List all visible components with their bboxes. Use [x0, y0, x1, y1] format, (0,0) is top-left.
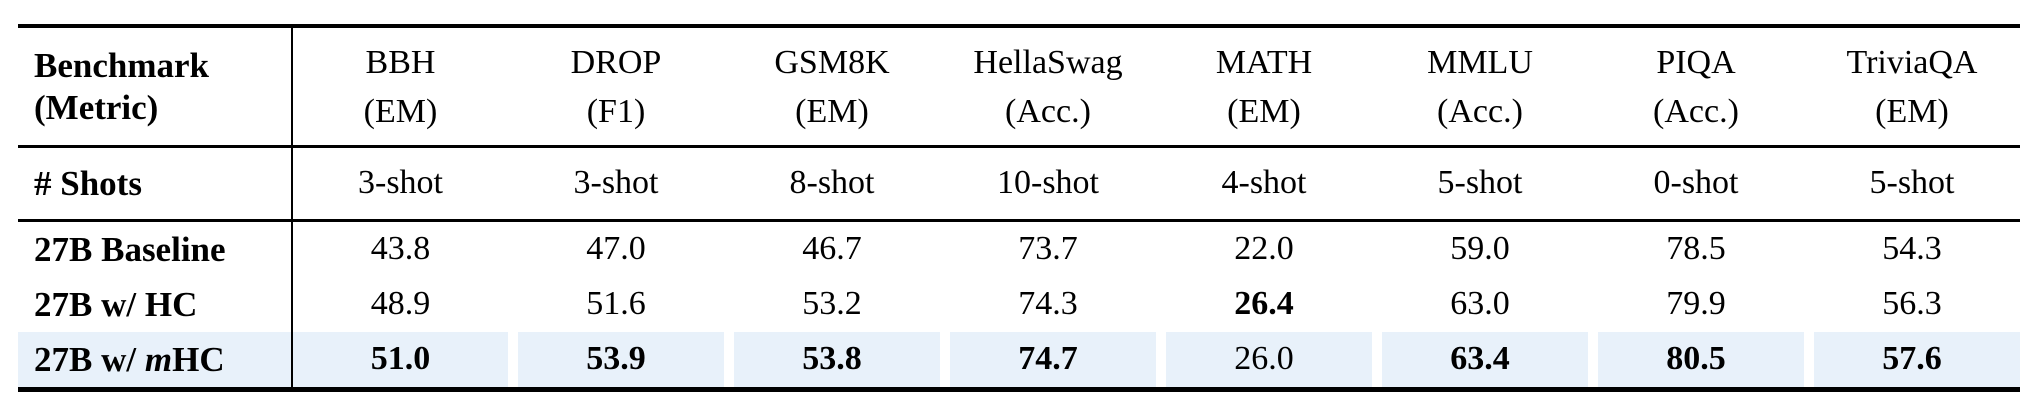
metric-value: 43.8	[370, 230, 431, 268]
benchmark-metric: (EM)	[1227, 92, 1301, 130]
row-27b-baseline: 27B Baseline 43.8 47.0 46.7 73.7 22.0 59…	[18, 220, 2020, 277]
col-header-drop: DROP (F1)	[508, 26, 724, 147]
col-header-mmlu: MMLU (Acc.)	[1372, 26, 1588, 147]
shots-value: 10-shot	[997, 164, 1099, 202]
shots-value: 5-shot	[1869, 164, 1955, 202]
benchmark-name: DROP	[570, 43, 662, 81]
row-27b-hc: 27B w/ HC 48.9 51.6 53.2 74.3 26.4 63.0 …	[18, 277, 2020, 332]
benchmark-metric: (EM)	[363, 92, 438, 130]
benchmark-name: TriviaQA	[1846, 43, 1978, 81]
model-label-text: 27B Baseline	[34, 229, 226, 269]
metric-value: 80.5	[1588, 332, 1804, 390]
benchmark-name: MATH	[1215, 43, 1313, 81]
shots-row: # Shots 3-shot 3-shot 8-shot 10-shot 4-s…	[18, 146, 2020, 221]
col-header-piqa: PIQA (Acc.)	[1588, 26, 1804, 147]
model-label: 27B w/ mHC	[18, 332, 293, 390]
benchmark-metric-header: Benchmark (Metric)	[18, 26, 293, 147]
metric-value: 74.7	[940, 332, 1156, 390]
metric-value: 59.0	[1450, 230, 1510, 268]
metric-value: 79.9	[1666, 285, 1726, 323]
col-header-triviaqa: TriviaQA (EM)	[1804, 26, 2020, 147]
benchmark-metric: (F1)	[586, 92, 646, 130]
metric-value: 47.0	[586, 230, 646, 268]
benchmark-name: HellaSwag	[973, 43, 1123, 81]
shots-value: 5-shot	[1437, 164, 1523, 202]
model-label-text: 27B w/ HC	[34, 284, 198, 324]
shots-value: 4-shot	[1221, 164, 1307, 202]
metric-value: 48.9	[370, 285, 431, 323]
shots-row-label: # Shots	[18, 146, 293, 221]
col-header-math: MATH (EM)	[1156, 26, 1372, 147]
metric-value: 22.0	[1234, 230, 1294, 268]
shots-value: 3-shot	[358, 164, 443, 202]
model-label-text: HC	[172, 339, 225, 379]
benchmark-results-table: Benchmark (Metric) BBH (EM) DROP (F1) GS…	[18, 24, 2020, 392]
metric-value: 53.9	[508, 332, 724, 390]
metric-value: 53.8	[724, 332, 940, 390]
model-label: 27B Baseline	[18, 220, 293, 277]
benchmark-name: MMLU	[1427, 43, 1533, 81]
metric-value: 26.0	[1156, 332, 1372, 390]
row-27b-mhc: 27B w/ mHC 51.0 53.9 53.8 74.7 26.0 63.4…	[18, 332, 2020, 390]
shots-value: 0-shot	[1653, 164, 1739, 202]
shots-value: 8-shot	[789, 164, 875, 202]
benchmark-metric: (Acc.)	[1653, 92, 1739, 130]
col-header-bbh: BBH (EM)	[292, 26, 508, 147]
metric-value: 74.3	[1018, 285, 1078, 323]
model-label: 27B w/ HC	[18, 277, 293, 332]
model-label-text: 27B w/	[34, 339, 145, 379]
shots-value: 3-shot	[573, 164, 659, 202]
metric-value: 56.3	[1882, 285, 1942, 323]
metric-value: 26.4	[1234, 285, 1294, 323]
benchmark-header-line2: (Metric)	[34, 87, 159, 127]
metric-value: 53.2	[802, 285, 862, 323]
header-row: Benchmark (Metric) BBH (EM) DROP (F1) GS…	[18, 26, 2020, 147]
model-label-italic: m	[144, 339, 173, 379]
col-header-gsm8k: GSM8K (EM)	[724, 26, 940, 147]
metric-value: 63.4	[1372, 332, 1588, 390]
benchmark-metric: (EM)	[795, 92, 869, 130]
metric-value: 78.5	[1666, 230, 1726, 268]
benchmark-name: BBH	[365, 43, 436, 81]
metric-value: 51.6	[586, 285, 646, 323]
benchmark-metric: (EM)	[1875, 92, 1949, 130]
metric-value: 46.7	[802, 230, 862, 268]
benchmark-name: PIQA	[1656, 43, 1736, 81]
metric-value: 73.7	[1018, 230, 1078, 268]
col-header-hellaswag: HellaSwag (Acc.)	[940, 26, 1156, 147]
metric-value: 51.0	[292, 332, 508, 390]
metric-value: 57.6	[1804, 332, 2020, 390]
benchmark-name: GSM8K	[774, 43, 890, 81]
benchmark-header-line1: Benchmark	[34, 45, 209, 85]
benchmark-metric: (Acc.)	[1005, 92, 1091, 130]
metric-value: 63.0	[1450, 285, 1510, 323]
metric-value: 54.3	[1882, 230, 1942, 268]
benchmark-metric: (Acc.)	[1437, 92, 1523, 130]
